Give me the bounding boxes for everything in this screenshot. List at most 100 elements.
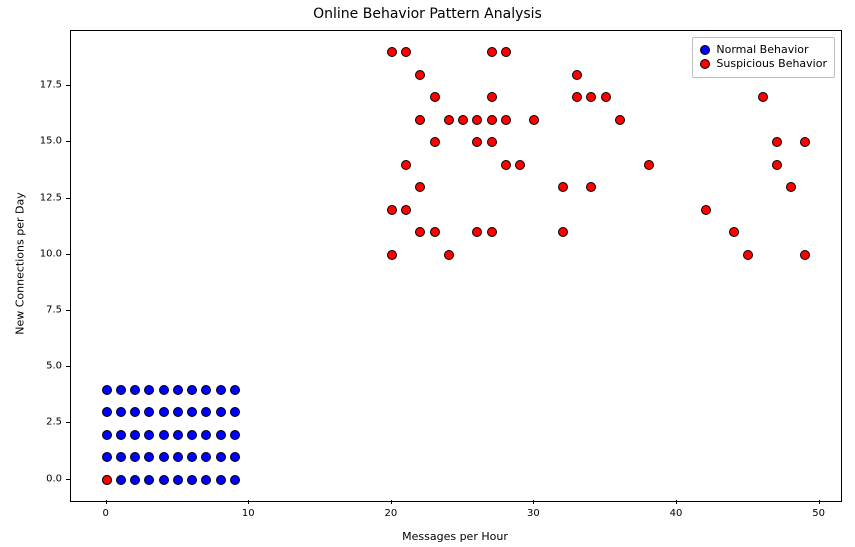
scatter-point	[187, 452, 197, 462]
scatter-point	[529, 115, 539, 125]
scatter-point	[501, 47, 511, 57]
chart-title: Online Behavior Pattern Analysis	[0, 6, 855, 22]
x-tick	[248, 500, 249, 504]
legend-item-normal: Normal Behavior	[700, 43, 827, 57]
scatter-point	[173, 407, 183, 417]
scatter-point	[800, 137, 810, 147]
scatter-point	[572, 70, 582, 80]
scatter-point	[159, 385, 169, 395]
scatter-point	[758, 92, 768, 102]
scatter-point	[401, 205, 411, 215]
scatter-point	[216, 407, 226, 417]
scatter-point	[415, 227, 425, 237]
scatter-point	[216, 475, 226, 485]
scatter-point	[216, 452, 226, 462]
y-tick-label: 0.0	[46, 473, 62, 484]
scatter-point	[201, 385, 211, 395]
scatter-point	[458, 115, 468, 125]
scatter-point	[144, 452, 154, 462]
scatter-point	[130, 475, 140, 485]
scatter-point	[102, 475, 112, 485]
scatter-point	[701, 205, 711, 215]
scatter-point	[201, 430, 211, 440]
scatter-point	[615, 115, 625, 125]
scatter-point	[116, 475, 126, 485]
scatter-point	[772, 160, 782, 170]
scatter-point	[586, 92, 596, 102]
scatter-point	[130, 430, 140, 440]
legend-item-suspicious: Suspicious Behavior	[700, 57, 827, 71]
x-tick-label: 30	[527, 508, 540, 519]
scatter-point	[187, 475, 197, 485]
y-tick-label: 10.0	[40, 248, 62, 259]
scatter-point	[159, 475, 169, 485]
y-tick-label: 5.0	[46, 361, 62, 372]
y-tick-label: 7.5	[46, 304, 62, 315]
scatter-point	[472, 115, 482, 125]
x-tick	[106, 500, 107, 504]
scatter-point	[444, 115, 454, 125]
x-tick-label: 50	[812, 508, 825, 519]
y-tick	[66, 254, 70, 255]
scatter-point	[102, 407, 112, 417]
legend: Normal Behavior Suspicious Behavior	[692, 37, 835, 78]
scatter-point	[159, 452, 169, 462]
scatter-point	[230, 385, 240, 395]
x-tick-label: 20	[384, 508, 397, 519]
x-tick	[676, 500, 677, 504]
scatter-point	[201, 452, 211, 462]
y-tick-label: 12.5	[40, 192, 62, 203]
legend-label-normal: Normal Behavior	[716, 43, 808, 57]
scatter-point	[558, 182, 568, 192]
scatter-point	[401, 47, 411, 57]
scatter-point	[444, 250, 454, 260]
y-tick	[66, 479, 70, 480]
scatter-point	[116, 407, 126, 417]
legend-label-suspicious: Suspicious Behavior	[716, 57, 827, 71]
scatter-point	[487, 137, 497, 147]
scatter-point	[173, 475, 183, 485]
scatter-point	[786, 182, 796, 192]
scatter-point	[586, 182, 596, 192]
scatter-point	[230, 407, 240, 417]
scatter-point	[130, 407, 140, 417]
scatter-point	[644, 160, 654, 170]
scatter-point	[401, 160, 411, 170]
figure: Online Behavior Pattern Analysis Normal …	[0, 0, 855, 547]
y-tick	[66, 198, 70, 199]
scatter-point	[572, 92, 582, 102]
scatter-point	[430, 137, 440, 147]
scatter-point	[216, 430, 226, 440]
scatter-point	[130, 385, 140, 395]
y-tick-label: 17.5	[40, 80, 62, 91]
scatter-point	[144, 385, 154, 395]
y-tick	[66, 85, 70, 86]
scatter-point	[430, 92, 440, 102]
y-tick	[66, 366, 70, 367]
x-tick-label: 10	[242, 508, 255, 519]
scatter-point	[116, 430, 126, 440]
scatter-point	[387, 205, 397, 215]
scatter-point	[216, 385, 226, 395]
scatter-point	[430, 227, 440, 237]
scatter-point	[501, 115, 511, 125]
scatter-point	[501, 160, 511, 170]
x-axis-label: Messages per Hour	[70, 530, 840, 543]
scatter-point	[173, 452, 183, 462]
y-tick-label: 15.0	[40, 136, 62, 147]
scatter-point	[558, 227, 568, 237]
scatter-point	[472, 137, 482, 147]
scatter-point	[772, 137, 782, 147]
scatter-point	[159, 407, 169, 417]
circle-icon	[700, 59, 710, 69]
scatter-point	[415, 115, 425, 125]
y-tick	[66, 310, 70, 311]
scatter-point	[102, 452, 112, 462]
x-tick	[819, 500, 820, 504]
scatter-point	[144, 430, 154, 440]
x-tick	[533, 500, 534, 504]
scatter-point	[515, 160, 525, 170]
scatter-point	[173, 385, 183, 395]
y-tick	[66, 422, 70, 423]
scatter-point	[743, 250, 753, 260]
